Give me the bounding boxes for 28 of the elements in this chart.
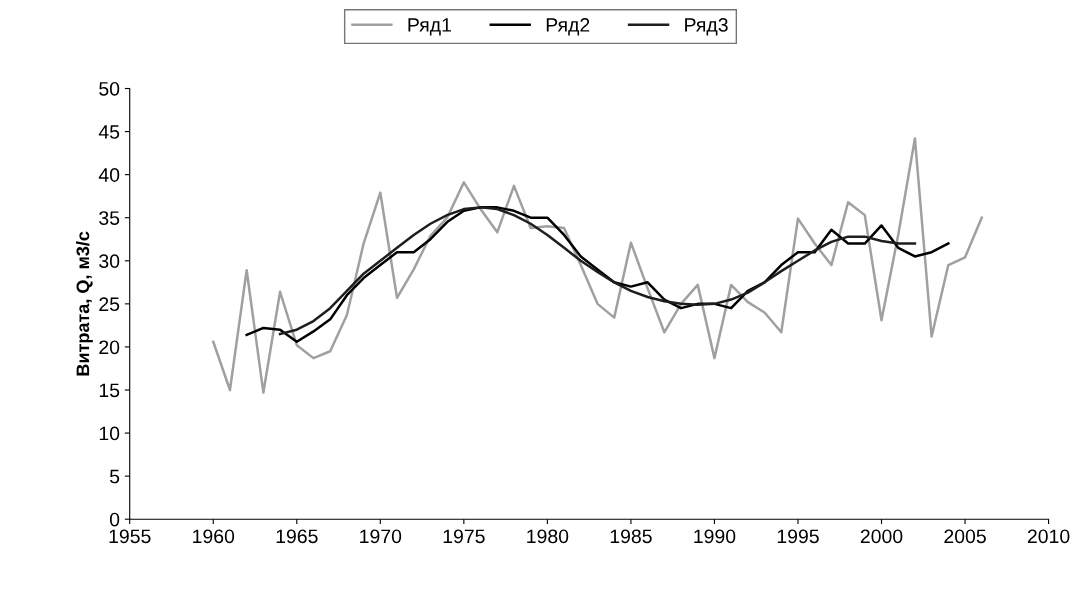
y-tick-label: 40 xyxy=(98,168,120,182)
line-series xyxy=(212,137,983,394)
y-tick-label: 30 xyxy=(99,254,120,269)
x-tick-label: 1995 xyxy=(777,529,819,544)
y-tick-label: 0 xyxy=(109,512,120,527)
y-axis-title: Витрата, Q, м3/с xyxy=(75,231,93,376)
y-tick-label: 5 xyxy=(109,469,120,484)
x-tick-label: 2010 xyxy=(1027,529,1070,544)
y-tick-label: 50 xyxy=(99,81,120,96)
y-tick-label: 25 xyxy=(99,297,120,312)
x-tick-label: 1980 xyxy=(527,529,569,544)
x-tick-label: 1975 xyxy=(443,529,485,544)
legend-label: Ряд3 xyxy=(685,18,728,36)
y-tick-label: 35 xyxy=(99,211,120,225)
y-tick-label: 10 xyxy=(99,426,120,441)
y-tick-label: 20 xyxy=(99,340,120,355)
x-tick-label: 2005 xyxy=(944,529,986,544)
y-tick-label: 15 xyxy=(99,383,120,398)
x-tick-label: 1970 xyxy=(360,529,402,544)
x-tick-label: 1955 xyxy=(109,529,151,544)
x-tick-label: 1965 xyxy=(276,529,318,544)
x-tick-label: 1990 xyxy=(694,529,736,544)
x-tick-label: 1960 xyxy=(193,529,235,544)
y-tick-label: 45 xyxy=(98,125,120,139)
legend-label: Ряд1 xyxy=(408,18,451,36)
x-tick-label: 1985 xyxy=(610,529,652,544)
legend-label: Ряд2 xyxy=(546,18,590,36)
x-tick-label: 2000 xyxy=(860,529,903,544)
